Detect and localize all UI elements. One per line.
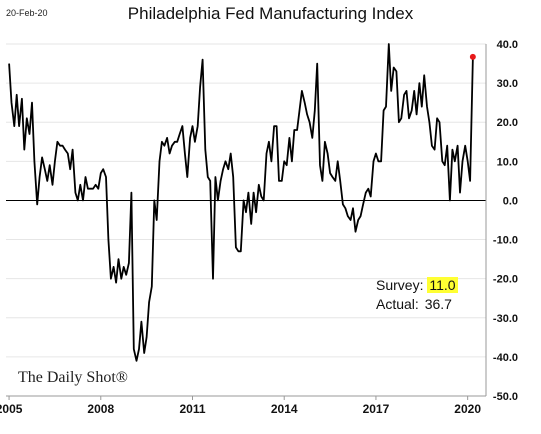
x-tick-label: 2017: [363, 402, 390, 416]
y-tick-label: 40.0: [497, 39, 518, 51]
survey-annotation: Survey: 11.0: [376, 277, 458, 293]
latest-value-point: [469, 53, 476, 60]
x-tick-label: 2008: [87, 402, 114, 416]
y-tick-label: 10.0: [497, 156, 518, 168]
y-tick-label: -30.0: [493, 313, 518, 325]
x-tick-label: 2011: [179, 402, 205, 416]
series-line: [8, 43, 474, 362]
actual-value: 36.7: [424, 296, 452, 312]
logo-text: The Daily Shot®: [18, 369, 128, 386]
survey-value: 11.0: [427, 277, 458, 293]
actual-annotation: Actual: 36.7: [376, 296, 452, 312]
daily-shot-logo: The Daily Shot®: [18, 369, 128, 387]
y-tick-label: -40.0: [493, 352, 518, 364]
y-tick-label: -20.0: [493, 274, 518, 286]
report-date: 20-Feb-20: [6, 8, 48, 18]
x-tick-label: 2020: [454, 402, 481, 416]
actual-label: Actual:: [376, 296, 419, 312]
chart-title: Philadelphia Fed Manufacturing Index: [127, 4, 414, 23]
y-tick-label: 20.0: [497, 117, 518, 129]
y-tick-label: 30.0: [497, 78, 518, 90]
x-tick-label: 2014: [271, 402, 298, 416]
y-tick-label: 0.0: [503, 195, 518, 207]
y-tick-label: -50.0: [493, 391, 518, 403]
survey-label: Survey:: [376, 277, 424, 293]
x-tick-label: 2005: [0, 402, 23, 416]
y-tick-label: -10.0: [493, 235, 518, 247]
